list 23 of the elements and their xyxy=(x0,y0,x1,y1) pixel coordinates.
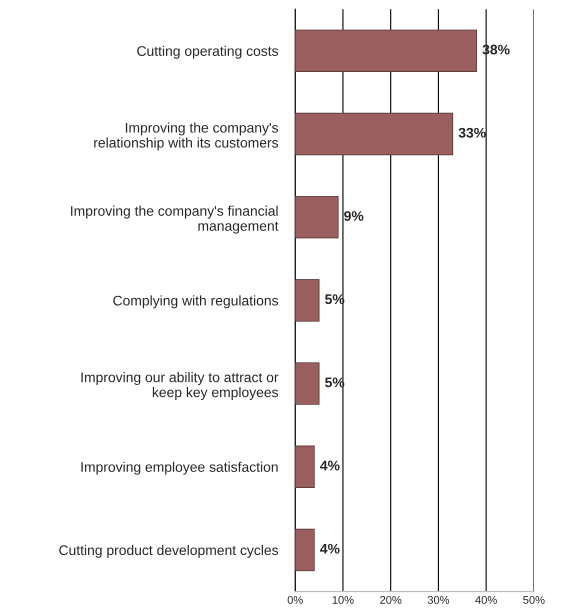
y-tick-label: Cutting operating costs xyxy=(137,46,278,59)
y-tick-label: Improving the company's relationship with its customers xyxy=(94,122,278,150)
y-tick-label: Cutting product development cycles xyxy=(59,544,278,558)
bar xyxy=(295,196,339,238)
bar xyxy=(295,30,478,72)
data-label: 9% xyxy=(344,211,364,221)
y-tick-label: Improving the company's financial management xyxy=(71,206,278,234)
x-tick-label: 30% xyxy=(428,596,450,604)
x-tick-label: 50% xyxy=(523,596,545,604)
x-tick-label: 40% xyxy=(475,596,497,604)
y-tick-label: Complying with regulations xyxy=(113,295,278,308)
bar xyxy=(295,446,315,488)
y-tick-label: Improving our ability to attract or keep key employees xyxy=(81,372,278,400)
bar xyxy=(295,362,320,405)
data-label: 4% xyxy=(320,460,340,470)
data-label: 4% xyxy=(320,544,340,554)
bar xyxy=(295,279,320,322)
bar xyxy=(295,112,454,156)
y-tick-label: Improving employee satisfaction xyxy=(81,462,278,475)
x-tick-label: 10% xyxy=(332,596,354,604)
x-tick-label: 20% xyxy=(380,596,402,604)
bar xyxy=(295,528,315,572)
x-tick-label: 0% xyxy=(288,596,303,604)
